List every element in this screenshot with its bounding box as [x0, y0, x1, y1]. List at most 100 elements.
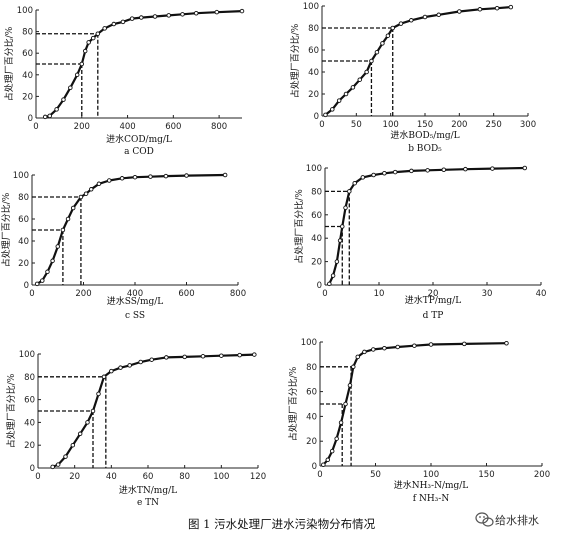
data-point: [436, 12, 441, 18]
data-point: [120, 19, 126, 25]
data-point: [239, 8, 245, 14]
y-tick-label: 100: [303, 2, 319, 12]
x-axis-label: 进水BOD₅/mg/L: [390, 129, 459, 141]
data-point: [86, 40, 91, 45]
y-tick-label: 0: [312, 462, 317, 472]
y-tick-label: 80: [22, 28, 33, 38]
x-tick-label: 200: [74, 122, 90, 132]
series-line: [36, 173, 226, 285]
data-point: [193, 10, 199, 16]
y-tick-label: 0: [30, 464, 35, 474]
wechat-logo-icon: [475, 512, 494, 527]
data-point: [85, 420, 90, 425]
data-point: [343, 205, 348, 211]
data-point: [409, 168, 414, 174]
x-tick-label: 600: [165, 122, 181, 132]
x-tick-label: 0: [317, 470, 322, 480]
x-tick-label: 10: [374, 289, 385, 299]
data-point: [70, 442, 76, 448]
data-point: [347, 189, 352, 194]
data-point: [90, 408, 96, 414]
y-tick-label: 60: [311, 211, 322, 221]
data-point: [237, 352, 242, 358]
data-point: [70, 205, 76, 211]
y-axis-label: 占处理厂百分比/%: [5, 373, 17, 448]
data-point: [184, 173, 189, 178]
data-point: [395, 344, 400, 350]
data-point: [382, 345, 387, 351]
data-point: [182, 354, 187, 360]
data-point: [508, 4, 514, 10]
y-tick-label: 40: [306, 412, 317, 422]
chart-tp: 0 10 20 30 40 0 20 40 60 80 100 进水TP/mg/L d TP 占处理厂百分…: [293, 164, 546, 321]
y-tick-label: 60: [22, 49, 33, 59]
data-point: [428, 342, 434, 347]
series-line: [328, 166, 525, 285]
x-tick-label: 400: [127, 289, 143, 299]
x-tick-label: 400: [119, 122, 135, 132]
data-point: [362, 349, 367, 355]
data-point: [47, 113, 52, 119]
x-tick-label: 100: [383, 120, 399, 130]
chart-ss: 0 200 400 600 800 0 20 40 60 80 100 进水SS/mg/L c SS 占处…: [0, 171, 246, 321]
data-point: [380, 41, 385, 46]
data-point: [45, 269, 50, 275]
data-point: [180, 12, 185, 17]
data-point: [425, 168, 430, 173]
data-point: [74, 72, 80, 78]
data-point: [350, 85, 356, 90]
x-tick-label: 0: [35, 472, 40, 482]
data-point: [61, 97, 66, 102]
y-tick-label: 20: [308, 90, 319, 100]
data-point: [40, 278, 45, 283]
x-tick-label: 800: [230, 289, 246, 299]
y-tick-label: 0: [24, 281, 29, 291]
y-tick-label: 40: [311, 234, 322, 244]
data-point: [330, 273, 336, 278]
data-point: [222, 172, 228, 178]
x-axis-label: 进水TN/mg/L: [119, 484, 177, 496]
x-axis-label: 进水NH₃-N/mg/L: [394, 479, 469, 491]
data-point: [329, 448, 335, 454]
data-point: [214, 9, 220, 15]
data-point: [83, 191, 89, 196]
data-point: [42, 114, 48, 120]
x-tick-label: 80: [179, 472, 190, 482]
x-axis-label: 进水COD/mg/L: [106, 133, 172, 145]
data-point: [163, 173, 169, 179]
data-point: [77, 431, 83, 437]
x-tick-label: 0: [319, 120, 324, 130]
data-point: [200, 354, 206, 359]
series-line: [44, 10, 243, 118]
y-tick-label: 100: [19, 350, 35, 360]
data-point: [65, 216, 71, 222]
figure-caption: 图 1 污水处理厂进水污染物分布情况: [188, 517, 376, 531]
data-point: [374, 49, 380, 55]
data-point: [55, 244, 61, 249]
data-point: [78, 194, 84, 200]
data-point: [494, 5, 500, 11]
data-point: [441, 167, 447, 173]
data-point: [463, 166, 468, 172]
x-tick-label: 200: [534, 470, 550, 480]
y-tick-label: 20: [22, 92, 33, 102]
data-point: [54, 107, 59, 112]
data-point: [50, 258, 55, 264]
x-axis-label: 进水TP/mg/L: [405, 294, 461, 306]
panel-label: b BOD₅: [408, 144, 442, 154]
data-point: [412, 343, 417, 348]
data-point: [422, 14, 428, 20]
x-axis-label: 进水SS/mg/L: [107, 295, 164, 307]
data-point: [337, 238, 343, 243]
x-tick-label: 300: [520, 120, 536, 130]
y-tick-label: 100: [13, 171, 29, 181]
data-point: [522, 165, 528, 171]
y-tick-label: 80: [306, 363, 317, 373]
data-point: [219, 353, 224, 358]
y-tick-label: 20: [306, 437, 317, 447]
y-tick-label: 80: [24, 373, 35, 383]
chart-tn: 0 20 40 60 80 100 120 0 20 40 60 80 100 进水TN/mg/L e TN…: [5, 350, 266, 508]
data-point: [60, 227, 66, 233]
